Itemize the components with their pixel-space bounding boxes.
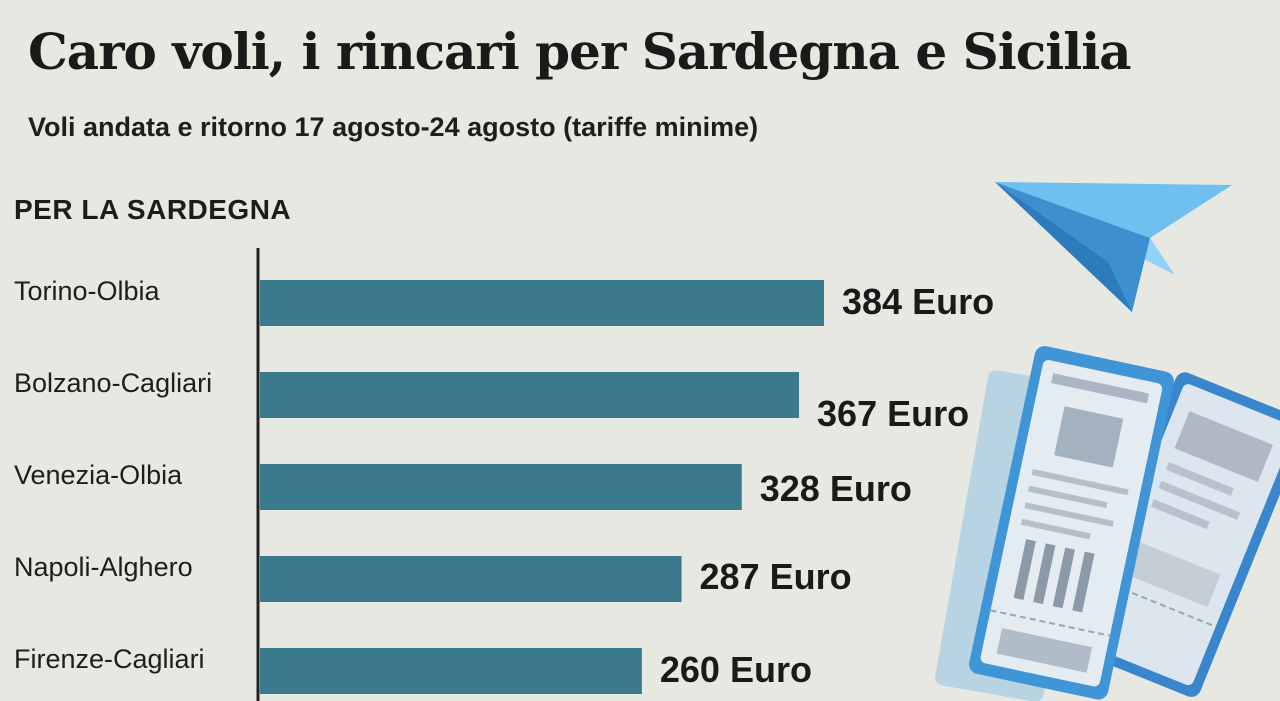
- bar: [260, 556, 682, 602]
- bar: [260, 372, 800, 418]
- category-label: Torino-Olbia: [14, 276, 161, 306]
- value-label: 260 Euro: [660, 649, 812, 690]
- value-label: 384 Euro: [842, 281, 994, 322]
- category-label: Venezia-Olbia: [14, 460, 183, 490]
- value-label: 287 Euro: [700, 556, 852, 597]
- value-label: 328 Euro: [760, 468, 912, 509]
- section-label: PER LA SARDEGNA: [14, 194, 292, 225]
- chart-subtitle: Voli andata e ritorno 17 agosto-24 agost…: [28, 112, 759, 142]
- paper-plane-icon: [995, 182, 1232, 312]
- chart-title: Caro voli, i rincari per Sardegna e Sici…: [28, 22, 1132, 81]
- bar: [260, 648, 642, 694]
- value-label: 367 Euro: [817, 393, 969, 434]
- boarding-pass-icon: [935, 346, 1280, 701]
- category-label: Firenze-Cagliari: [14, 644, 205, 674]
- category-label: Napoli-Alghero: [14, 552, 193, 582]
- bar: [260, 280, 824, 326]
- category-label: Bolzano-Cagliari: [14, 368, 212, 398]
- bar: [260, 464, 742, 510]
